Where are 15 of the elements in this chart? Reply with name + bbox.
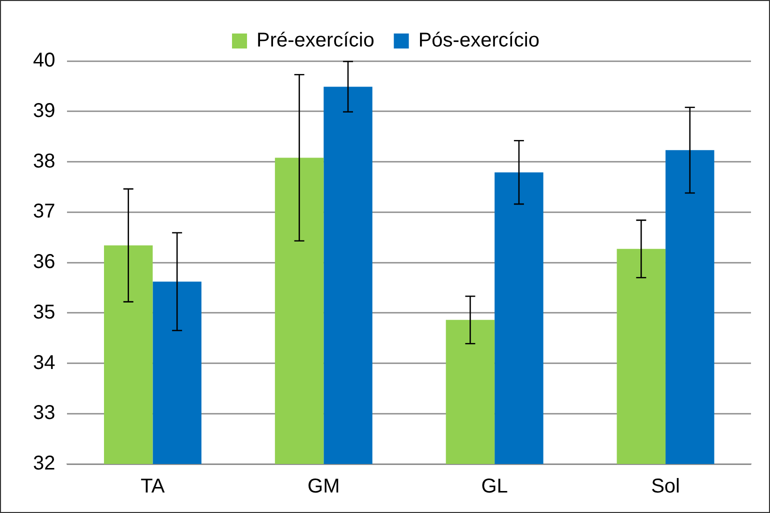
y-tick-label: 40 — [32, 50, 56, 72]
x-tick-label: Sol — [651, 476, 680, 498]
y-tick-label: 34 — [32, 352, 56, 374]
y-tick-label: 39 — [32, 100, 56, 122]
y-tick-label: 37 — [32, 200, 56, 223]
x-tick-label: TA — [140, 476, 166, 498]
y-tick-label: 35 — [32, 301, 56, 324]
legend-label: Pré-exercício — [256, 30, 374, 52]
x-tick-label: GL — [481, 476, 508, 498]
x-tick-label: GM — [308, 476, 340, 498]
y-tick-label: 33 — [32, 402, 56, 424]
y-tick-label: 38 — [32, 150, 56, 172]
y-tick-label: 32 — [32, 452, 56, 475]
legend-label: Pós-exercício — [418, 30, 540, 52]
y-tick-label: 36 — [32, 251, 56, 274]
